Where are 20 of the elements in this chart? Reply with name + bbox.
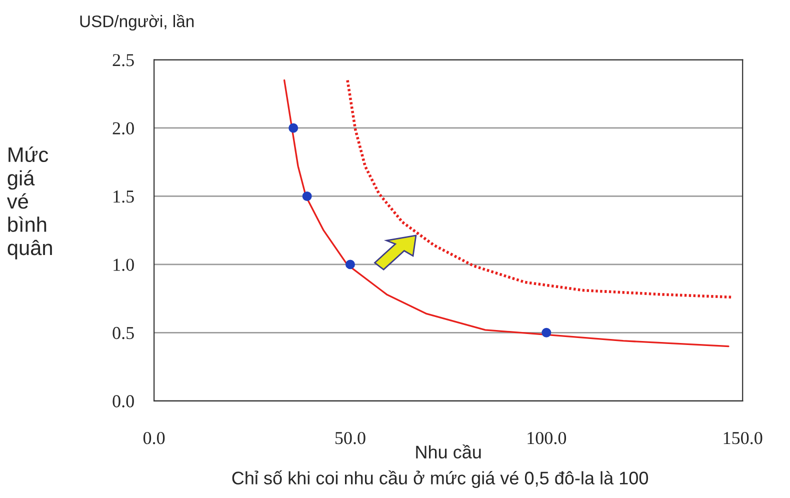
point — [302, 191, 312, 201]
point — [542, 328, 552, 338]
y-tick-label: 2.0 — [112, 122, 134, 135]
y-tick-label: 0.5 — [112, 326, 134, 340]
y-tick-label: 1.0 — [114, 258, 134, 271]
y-tick-label: 2.5 — [112, 54, 134, 66]
y-tick-label: 0.0 — [112, 395, 134, 408]
line-series — [283, 79, 730, 348]
text: Chỉ số khi coi nhu cầu ở mức giá vé 0,5 đô-la là 100 — [232, 470, 648, 488]
point — [288, 123, 298, 133]
y-axis-title: Mức giá vé bình quân — [6, 146, 52, 260]
x-tick-label: 100.0 — [528, 432, 566, 444]
x-axis-title: Nhu cầu — [416, 444, 481, 458]
y-tick-label: 1.5 — [114, 190, 134, 203]
x-tick-label: 50.0 — [335, 432, 366, 444]
text: USD/người, lần — [80, 14, 194, 31]
point — [345, 260, 355, 270]
x-tick-label: 0.0 — [143, 432, 165, 444]
line-series — [346, 78, 734, 299]
x-tick-label: 150.0 — [724, 432, 762, 444]
